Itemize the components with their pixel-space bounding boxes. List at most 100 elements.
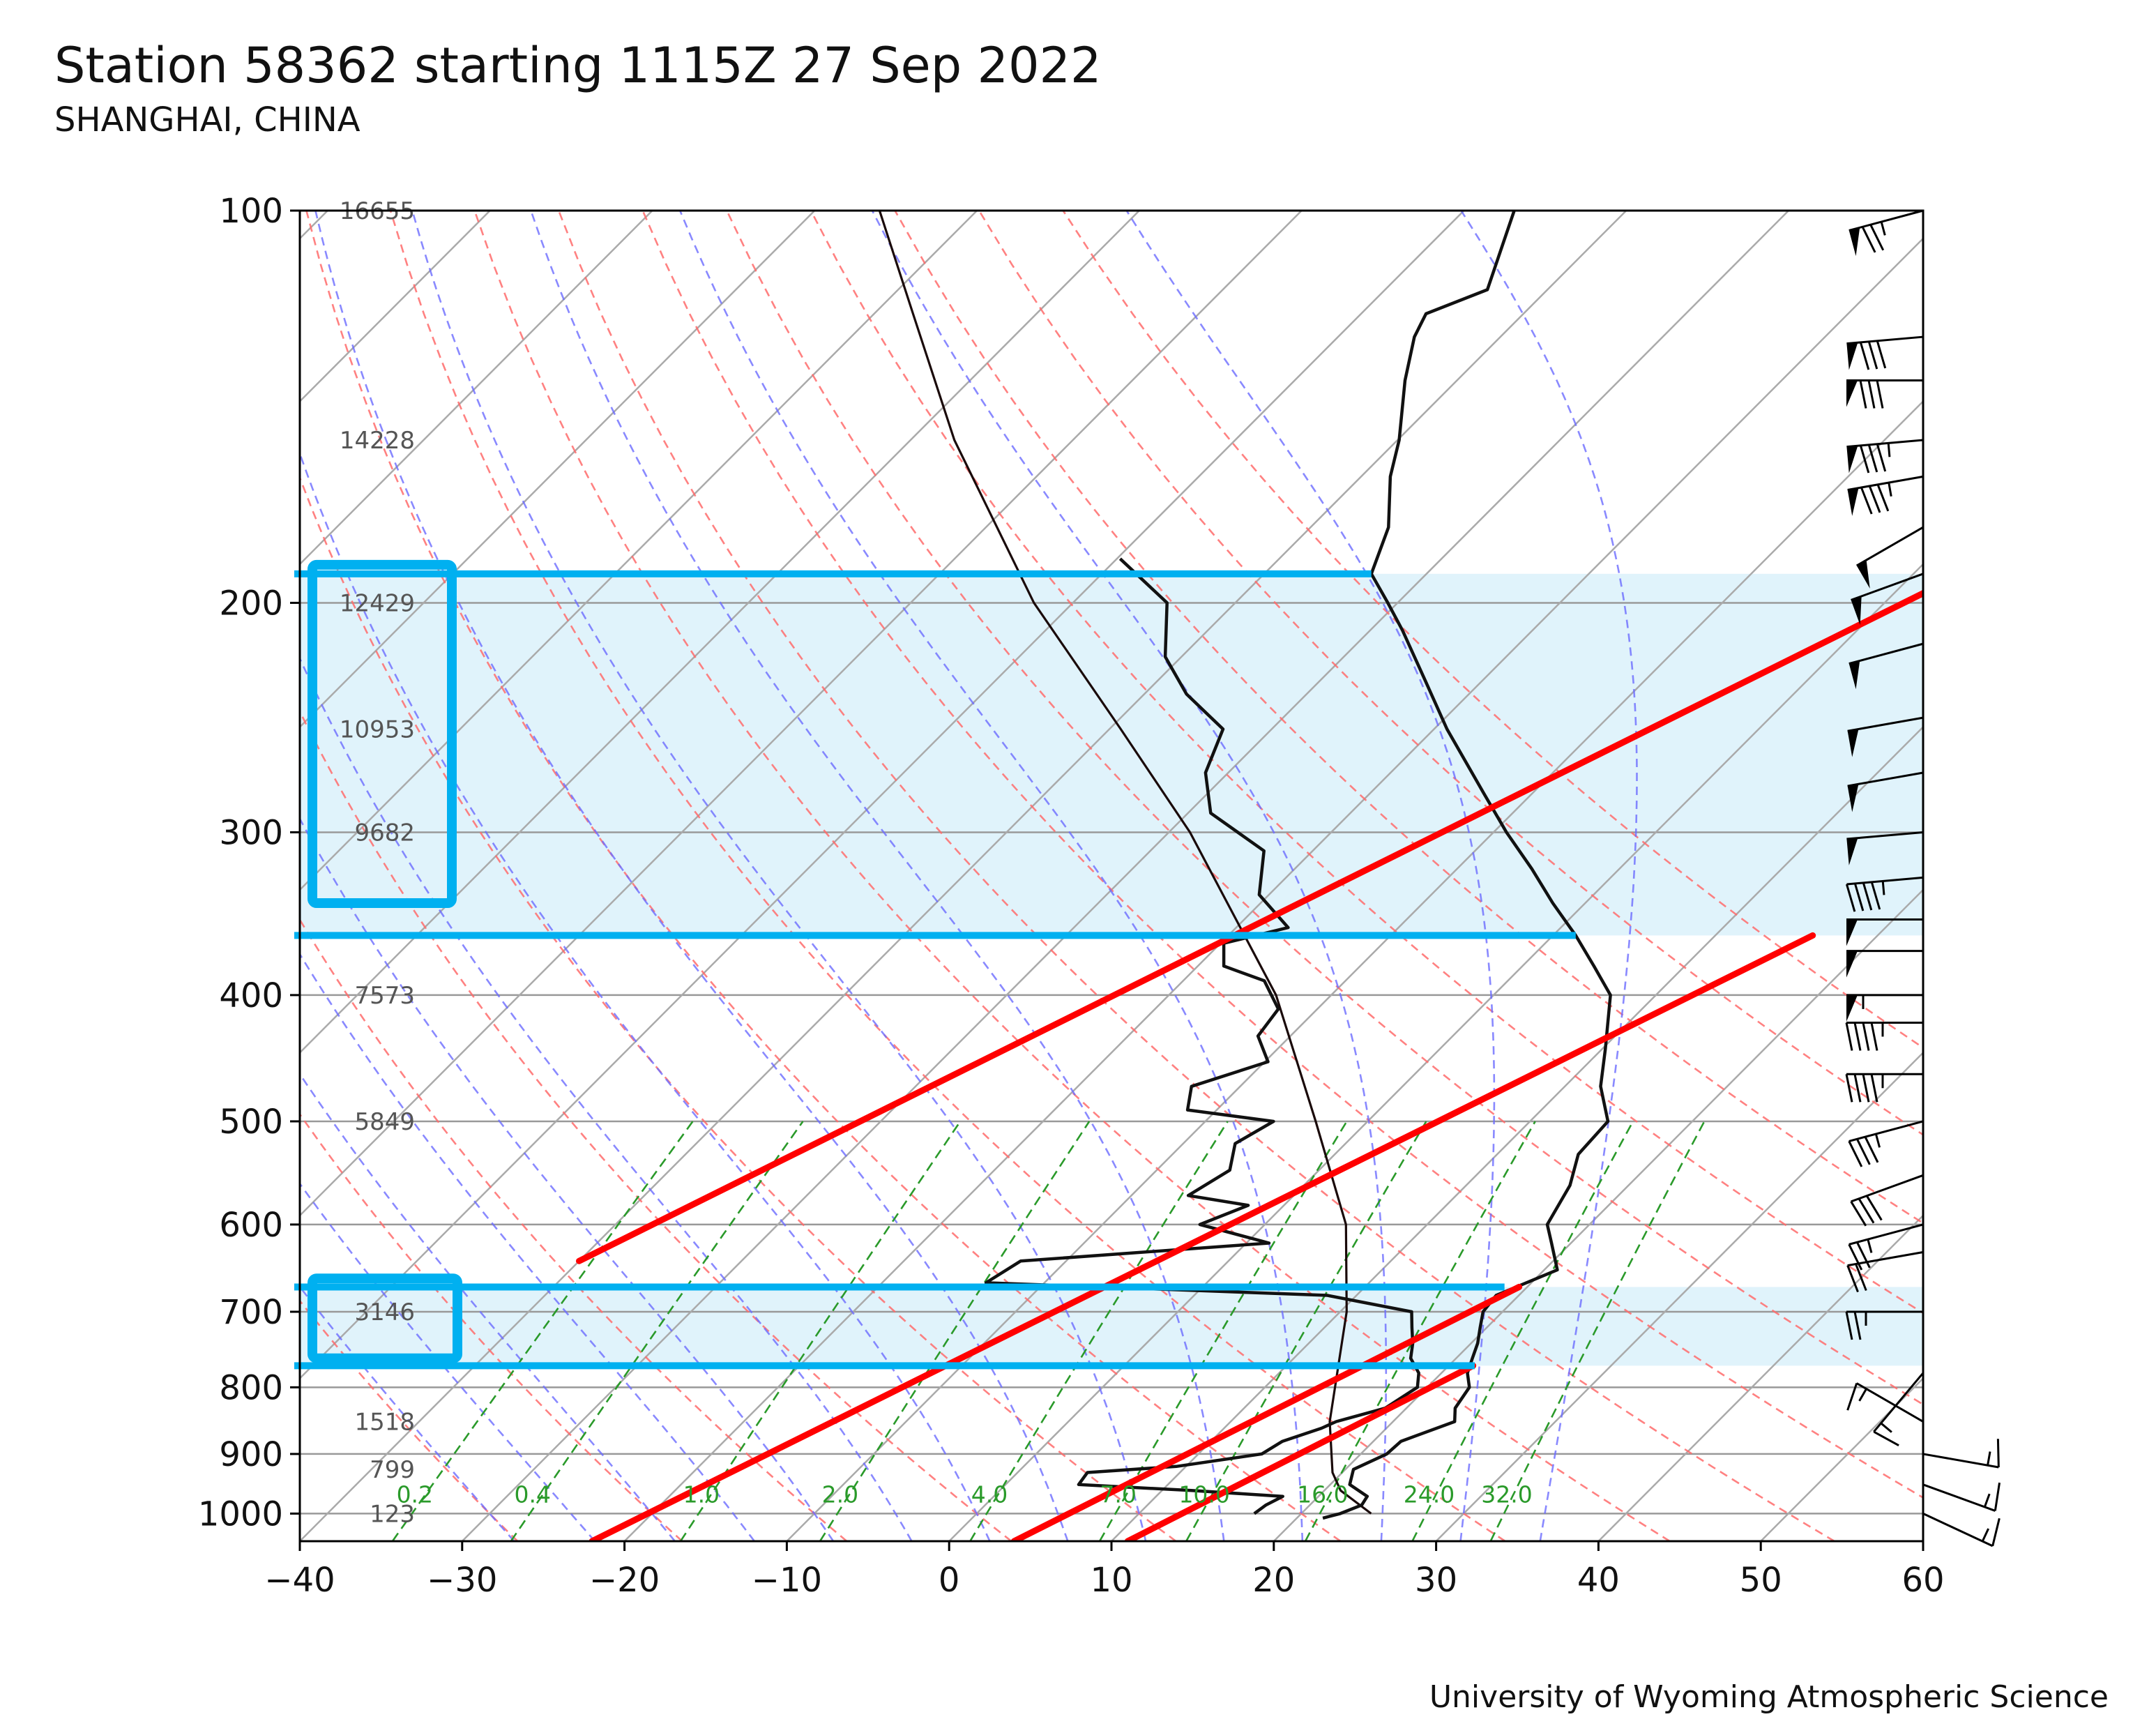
wind-barb	[1922, 1513, 2001, 1547]
mixing-ratio-line-1	[510, 1121, 804, 1541]
y-tick-label: 300	[219, 813, 283, 852]
dry-adiabat-40	[473, 211, 1671, 1541]
highlight-band-1	[300, 1287, 1923, 1366]
wind-barb-staff	[1847, 475, 1924, 491]
wind-barb-staff	[1851, 1174, 1924, 1203]
dry-adiabat--30	[300, 1299, 519, 1541]
annotation-line-1	[589, 932, 1816, 1541]
x-tick-label: −10	[752, 1561, 822, 1600]
x-tick-label: −20	[589, 1561, 660, 1600]
annotation-line-2	[1010, 1283, 1523, 1541]
wind-barb-full	[1876, 340, 1887, 369]
wind-barb-half	[1858, 1388, 1867, 1402]
y-tick-label: 700	[219, 1293, 283, 1332]
mixing-ratio-line-9	[1489, 1121, 1706, 1541]
wind-barb-staff	[1848, 209, 1924, 232]
wind-barb	[1846, 994, 1923, 1022]
height-label-300: 9682	[354, 819, 415, 847]
wind-barb	[1846, 950, 1923, 978]
wind-barb-full	[1868, 485, 1881, 513]
mixing-ratio-line-7	[1304, 1121, 1536, 1541]
isotherm-10	[1111, 725, 1923, 1541]
wind-barb-staff	[1847, 716, 1924, 732]
wind-barb-half	[1867, 1239, 1873, 1253]
height-label-400: 7573	[354, 982, 415, 1010]
mixing-ratio-label: 0.4	[515, 1481, 551, 1508]
wind-barb	[1846, 1251, 1924, 1293]
height-label-250: 10953	[340, 716, 415, 744]
wind-barb-full	[1845, 1022, 1853, 1051]
x-tick-label: 50	[1740, 1561, 1782, 1600]
dry-adiabat-50	[557, 211, 1835, 1541]
wind-barb-staff	[1847, 771, 1924, 787]
wind-barb	[1846, 439, 1924, 474]
wind-barb-staff	[1922, 1483, 1996, 1512]
wind-barb	[1846, 1382, 1924, 1423]
y-tick-label: 1000	[198, 1494, 283, 1534]
wind-barb-full	[1858, 1198, 1875, 1224]
moist-adiabat-0	[300, 451, 991, 1541]
y-tick-label: 400	[219, 976, 283, 1015]
height-label-200: 12429	[340, 589, 415, 617]
wind-barb-full	[1867, 380, 1876, 409]
mixing-ratio-label: 4.0	[971, 1481, 1008, 1508]
wind-barb-full	[1845, 1074, 1853, 1103]
dry-adiabat-60	[642, 211, 1923, 1499]
isotherm--100	[300, 211, 653, 566]
moist-adiabat--5	[300, 656, 913, 1541]
wind-barb-staff	[1847, 1251, 1924, 1267]
highlight-band-0	[300, 573, 1923, 936]
wind-barb-full	[1853, 1022, 1862, 1051]
height-label-850: 1518	[354, 1409, 415, 1437]
isotherms	[300, 211, 1923, 1541]
isotherm-40	[1597, 1214, 1923, 1541]
wind-barb	[1848, 642, 1924, 690]
wind-barb-half	[1887, 443, 1891, 457]
wind-barb-flag	[1846, 446, 1858, 474]
wind-barb-half	[1874, 1133, 1881, 1148]
wind-barb-staff	[1846, 876, 1924, 886]
mixing-ratio-line-3	[819, 1121, 1091, 1541]
wind-barb-full	[1850, 1201, 1867, 1227]
wind-barb-full	[1876, 444, 1887, 472]
mixing-ratio-line-6	[1185, 1121, 1427, 1541]
wind-barb-flag	[1847, 487, 1859, 516]
isobars	[300, 211, 1923, 1515]
wind-barb-full	[1865, 1195, 1883, 1221]
x-tick-label: 10	[1090, 1561, 1132, 1600]
wind-barb-staff	[1873, 1372, 1925, 1433]
wind-barb-flag	[1847, 729, 1859, 757]
mixing-ratio-label: 24.0	[1404, 1481, 1455, 1508]
wind-barb	[1846, 335, 1924, 370]
wind-barb-full	[1859, 380, 1867, 409]
wind-barb-full	[1861, 226, 1876, 253]
isotherm--90	[300, 211, 816, 729]
wind-barb	[1851, 573, 1924, 626]
mixing-ratio-label: 7.0	[1100, 1481, 1136, 1508]
y-tick-label: 900	[219, 1435, 283, 1474]
x-tick-label: −40	[264, 1561, 335, 1600]
mixing-ratio-line-2	[679, 1121, 962, 1541]
wind-barb	[1845, 1073, 1923, 1103]
isotherm--60	[300, 211, 1303, 1217]
wind-barb-staff	[1855, 526, 1924, 567]
height-label-500: 5849	[354, 1108, 415, 1136]
isotherm--70	[300, 211, 1140, 1054]
y-tick-label: 500	[219, 1103, 283, 1142]
wind-barb-staff	[1846, 831, 1924, 840]
y-tick-label: 100	[219, 192, 283, 231]
wind-barb	[1845, 1021, 1923, 1051]
wind-barb-full	[1862, 1074, 1870, 1103]
wind-barb-full	[1862, 1022, 1870, 1051]
wind-barb-half	[1983, 1493, 1991, 1508]
highlight-label-box-0	[308, 559, 457, 909]
wind-barb	[1873, 1372, 1925, 1446]
mixing-ratio-label: 1.0	[683, 1481, 720, 1508]
wind-barb-full	[1853, 1311, 1862, 1340]
dewpoint-line	[984, 557, 1420, 1515]
wind-barb-staff	[1855, 1382, 1924, 1423]
wind-barb-staff	[1851, 573, 1924, 601]
wind-barb-flag	[1848, 660, 1860, 690]
highlight-label-box-1	[308, 1273, 462, 1363]
credit-text: University of Wyoming Atmospheric Scienc…	[1429, 1679, 2109, 1715]
